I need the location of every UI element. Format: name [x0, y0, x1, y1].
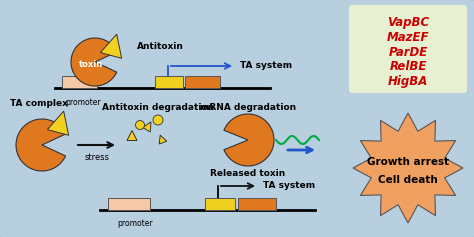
Bar [108, 198, 150, 210]
Text: RelBE: RelBE [389, 60, 427, 73]
Text: promoter: promoter [117, 219, 153, 228]
Text: Antitoxin: Antitoxin [137, 41, 184, 50]
Polygon shape [159, 135, 167, 144]
Text: Released toxin: Released toxin [210, 169, 286, 178]
Text: VapBC: VapBC [387, 15, 429, 28]
Circle shape [136, 120, 145, 129]
Text: mRNA degradation: mRNA degradation [200, 102, 296, 111]
Text: TA complex: TA complex [10, 99, 68, 108]
Bar [185, 76, 220, 88]
Text: ParDE: ParDE [388, 46, 428, 59]
Text: stress: stress [84, 153, 109, 162]
Text: TA system: TA system [263, 182, 315, 191]
Text: Antitoxin degradation: Antitoxin degradation [102, 102, 214, 111]
Polygon shape [47, 111, 69, 135]
Text: Cell death: Cell death [378, 175, 438, 185]
Text: MazEF: MazEF [387, 31, 429, 44]
Polygon shape [353, 113, 463, 223]
Polygon shape [100, 34, 122, 58]
Circle shape [153, 115, 163, 125]
Wedge shape [71, 38, 117, 86]
Bar [155, 76, 183, 88]
Text: promoter: promoter [65, 98, 101, 107]
Wedge shape [16, 119, 65, 171]
Text: toxin: toxin [79, 60, 103, 69]
Text: Growth arrest: Growth arrest [367, 157, 449, 167]
Bar [238, 198, 276, 210]
Polygon shape [127, 131, 137, 141]
FancyBboxPatch shape [349, 5, 467, 93]
Text: TA system: TA system [240, 61, 292, 70]
Bar [205, 198, 235, 210]
Polygon shape [143, 122, 151, 132]
Wedge shape [224, 114, 274, 166]
Bar [62, 76, 97, 88]
Text: HigBA: HigBA [388, 76, 428, 88]
